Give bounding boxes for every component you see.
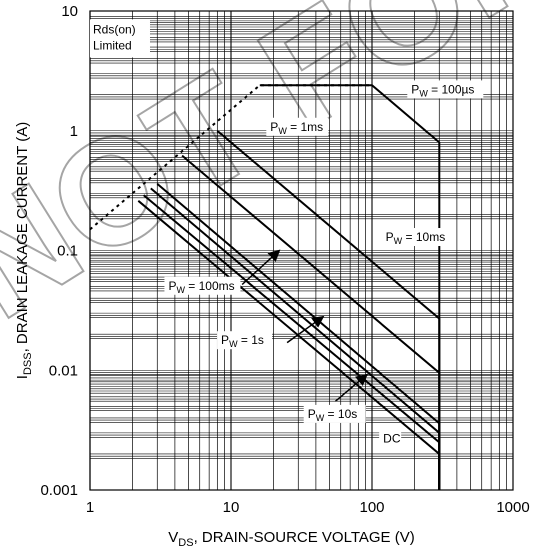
annotation-main: P <box>168 279 176 293</box>
annotation-pw-1s: PW = 1s <box>221 333 264 349</box>
annotation-bg-pw-100us <box>407 80 484 99</box>
annotation-bg-pw-dc <box>379 429 402 448</box>
annotation-pw-100us: PW = 100µs <box>411 82 474 98</box>
annotation-bg-rds-on <box>89 19 150 58</box>
annotation-main: P <box>411 82 419 96</box>
soa-curve-pw-100us <box>259 84 441 490</box>
annotation-sub: W <box>419 88 428 98</box>
tick-labels: 1 10 100 1000 10 1 0.1 0.01 0.001 <box>40 3 529 516</box>
x-tick-label: 1000 <box>496 499 529 516</box>
annotation-sub: W <box>278 126 287 136</box>
annotation-pw-dc: DC <box>383 431 401 445</box>
annotation-sub: W <box>316 413 325 423</box>
annotation-main: P <box>221 333 229 347</box>
y-axis-title-rest: , DRAIN LEAKAGE CURRENT (A) <box>14 122 31 353</box>
arrow-10s <box>334 373 369 402</box>
x-tick-label: 10 <box>223 499 240 516</box>
annotation-rest: = 10ms <box>402 230 445 244</box>
y-axis-title: IDSS, DRAIN LEAKAGE CURRENT (A) <box>14 122 34 379</box>
annotation-bg-pw-1ms <box>266 117 329 136</box>
x-axis-title-main: V <box>168 529 178 546</box>
annotation-sub: W <box>394 236 403 246</box>
grid <box>89 10 514 491</box>
annotation-rest: = 10s <box>324 407 357 421</box>
annotation-sub: W <box>229 339 238 349</box>
annotation-sub: W <box>176 285 185 295</box>
y-axis-title-sub: DSS <box>22 352 34 375</box>
annotation-main: P <box>386 230 394 244</box>
annotation-pw-10ms: PW = 10ms <box>386 230 446 246</box>
annotation-pw-100ms: PW = 100ms <box>168 279 234 295</box>
arrow-100ms <box>241 249 281 286</box>
annotation-pw-1ms: PW = 1ms <box>270 120 323 136</box>
y-tick-label: 0.001 <box>40 482 78 499</box>
x-axis-title-sub: DS <box>178 537 193 549</box>
annotation-bg-pw-10ms <box>381 228 451 247</box>
annotation-main: DC <box>383 431 401 445</box>
y-tick-label: 0.01 <box>49 362 78 379</box>
annotation-main: P <box>308 407 316 421</box>
annotation-rest: = 1ms <box>287 120 323 134</box>
annotation-bg-pw-10s <box>303 404 366 423</box>
annotation-bg-pw-100ms <box>164 276 241 295</box>
x-tick-label: 1 <box>86 499 94 516</box>
annotation-bg-pw-1s <box>217 331 273 350</box>
y-axis-title-main: I <box>14 375 31 379</box>
annotation-rds-on-line: Rds(on) <box>93 22 136 36</box>
annotation-rest: = 100µs <box>428 82 475 96</box>
annotation-rest: = 100ms <box>185 279 235 293</box>
annotation-pw-10s: PW = 10s <box>308 407 358 423</box>
x-axis-title: VDS, DRAIN-SOURCE VOLTAGE (V) <box>168 529 414 549</box>
axis-titles: VDS, DRAIN-SOURCE VOLTAGE (V)IDSS, DRAIN… <box>14 122 415 549</box>
annotation-rest: = 1s <box>238 333 264 347</box>
arrow-1s <box>286 315 325 344</box>
x-axis-title-rest: , DRAIN-SOURCE VOLTAGE (V) <box>194 529 415 546</box>
annotation-main: P <box>270 120 278 134</box>
y-tick-label: 0.1 <box>57 243 78 260</box>
x-tick-label: 100 <box>359 499 384 516</box>
annotation-rds-on-line: Limited <box>93 38 132 52</box>
y-tick-label: 10 <box>61 3 78 20</box>
y-tick-label: 1 <box>70 123 78 140</box>
